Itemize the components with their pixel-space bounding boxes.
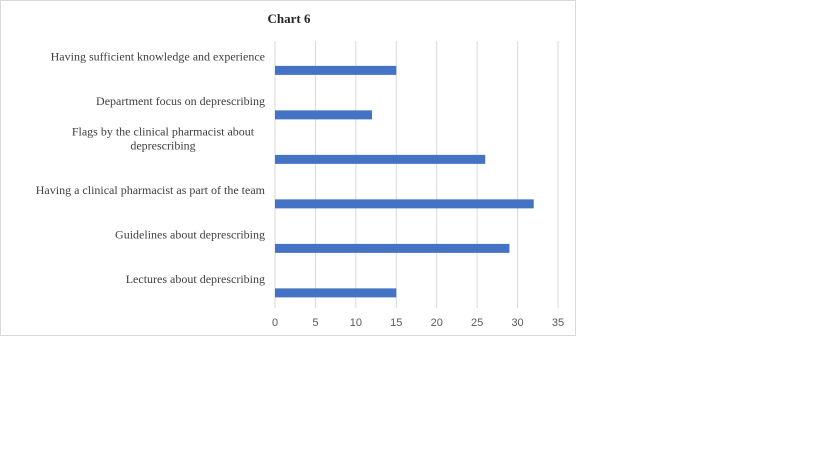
x-tick-label: 5 bbox=[312, 317, 318, 329]
x-tick-label: 30 bbox=[511, 317, 523, 329]
bar-chart: Chart 6 Having sufficient knowledge and … bbox=[36, 11, 564, 329]
bar bbox=[275, 199, 534, 209]
bar bbox=[275, 243, 510, 253]
category-labels: Having sufficient knowledge and experien… bbox=[36, 49, 266, 286]
x-tick-label: 15 bbox=[390, 317, 402, 329]
chart-frame: Chart 6 Having sufficient knowledge and … bbox=[0, 0, 576, 336]
x-tick-label: 10 bbox=[350, 317, 362, 329]
x-axis-ticks: 0 5 10 15 20 25 30 35 bbox=[272, 317, 564, 329]
x-tick-label: 0 bbox=[272, 317, 278, 329]
bar bbox=[275, 154, 486, 164]
x-tick-label: 20 bbox=[431, 317, 443, 329]
grid-lines bbox=[274, 41, 559, 308]
x-tick-label: 25 bbox=[471, 317, 483, 329]
category-label: Flags by the clinical pharmacist about de… bbox=[72, 124, 255, 152]
category-label: Department focus on deprescribing bbox=[96, 94, 265, 108]
category-label: Having a clinical pharmacist as part of … bbox=[36, 183, 266, 197]
chart-title: Chart 6 bbox=[268, 11, 311, 26]
x-tick-label: 35 bbox=[552, 317, 564, 329]
bar bbox=[275, 65, 397, 75]
category-label: Having sufficient knowledge and experien… bbox=[51, 49, 265, 63]
category-label: Lectures about deprescribing bbox=[126, 272, 265, 286]
bar bbox=[275, 110, 373, 120]
bar bbox=[275, 288, 397, 298]
bars bbox=[275, 65, 534, 298]
category-label: Guidelines about deprescribing bbox=[115, 227, 265, 241]
